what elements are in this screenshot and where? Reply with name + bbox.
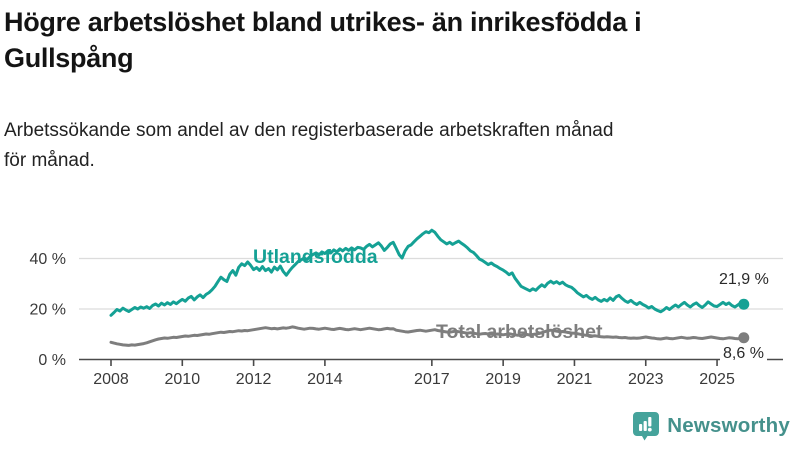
chart-canvas: 0 % 20 % 40 % 2008 2010 2012 2014 2017 2019 2021… <box>30 228 783 388</box>
svg-text:0 %: 0 % <box>38 352 66 369</box>
svg-text:2021: 2021 <box>557 371 593 388</box>
x-axis-labels: 2008 2010 2012 2014 2017 2019 2021 2023 2025 <box>93 371 735 388</box>
title-line-2: Gullspång <box>4 43 134 73</box>
svg-text:2025: 2025 <box>699 371 735 388</box>
end-value-label-utlandsfodda: 21,9 % <box>719 271 769 288</box>
svg-text:20 %: 20 % <box>30 302 66 319</box>
y-axis-labels: 0 % 20 % 40 % <box>30 251 66 369</box>
svg-text:2010: 2010 <box>165 371 201 388</box>
series-label-utlandsfodda: Utlandsfödda <box>253 246 378 268</box>
subtitle-line-1: Arbetssökande som andel av den registerb… <box>4 120 614 141</box>
newsworthy-speech-bubble-bars-icon <box>633 412 660 441</box>
chart-subtitle: Arbetssökande som andel av den registerb… <box>4 116 796 176</box>
x-axis <box>79 358 783 366</box>
series-lines <box>109 228 750 347</box>
svg-text:2019: 2019 <box>485 371 521 388</box>
svg-text:2023: 2023 <box>628 371 664 388</box>
svg-text:40 %: 40 % <box>30 251 66 268</box>
series-label-total-arbetsloshet: Total arbetslöshet <box>436 321 603 343</box>
svg-text:2014: 2014 <box>307 371 343 388</box>
newsworthy-logo-text: Newsworthy <box>667 414 790 437</box>
svg-text:2008: 2008 <box>93 371 129 388</box>
newsworthy-logo: Newsworthy <box>632 411 790 441</box>
end-value-label-total: 8,6 % <box>720 345 767 363</box>
svg-text:2017: 2017 <box>414 371 450 388</box>
svg-text:2012: 2012 <box>236 371 272 388</box>
page-title: Högre arbetslöshet bland utrikes- än inr… <box>4 4 796 76</box>
title-line-1: Högre arbetslöshet bland utrikes- än inr… <box>4 7 642 37</box>
subtitle-line-2: för månad. <box>4 150 95 171</box>
